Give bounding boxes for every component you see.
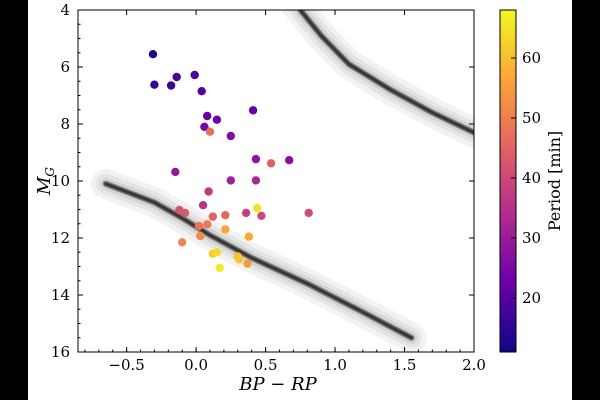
colorbar-tick-label: 20 [522, 289, 541, 307]
colorbar-label: Period [min] [545, 131, 564, 231]
x-tick-label: −0.5 [108, 356, 144, 374]
data-point [304, 208, 313, 218]
data-point [253, 203, 262, 213]
x-axis-label: BP − RP [238, 374, 317, 395]
colorbar [499, 9, 517, 353]
colorbar-tick-label: 60 [522, 49, 541, 67]
data-point [257, 211, 266, 220]
data-point [194, 221, 204, 231]
y-tick-label: 8 [60, 115, 70, 133]
data-point [205, 127, 215, 136]
main-sequence-layer [287, 10, 474, 143]
y-tick-label: 12 [51, 229, 70, 247]
data-point [248, 106, 258, 115]
colorbar-tick-label: 30 [522, 229, 541, 247]
main-sequence-layer [298, 10, 474, 135]
colorbar-ticks: 20 30 40 50 60 [511, 49, 541, 307]
data-point [166, 81, 176, 90]
data-point [221, 211, 230, 220]
data-point [148, 50, 158, 59]
data-point [226, 131, 235, 141]
data-point [180, 208, 190, 218]
data-point [178, 238, 187, 247]
data-point [203, 220, 212, 229]
white-dwarf-sequence-layer [104, 182, 413, 340]
x-axis-ticks: −0.5 0.0 0.5 1.0 1.5 2.0 [84, 10, 486, 374]
data-point [208, 212, 217, 221]
data-point [285, 156, 294, 165]
data-point [266, 159, 276, 168]
y-axis-ticks: 4 6 8 10 12 14 16 [51, 1, 474, 361]
data-point [226, 176, 235, 185]
data-point [235, 255, 244, 264]
data-point [190, 70, 199, 80]
data-point [251, 176, 261, 185]
data-point [241, 208, 251, 218]
data-point [221, 225, 230, 234]
data-point [171, 167, 180, 177]
data-point [212, 248, 222, 257]
data-point [198, 201, 208, 210]
data-point [197, 87, 206, 96]
figure: −0.5 0.0 0.5 1.0 1.5 2.0 4 6 8 10 12 14 16 BP − RP … [28, 0, 572, 400]
data-point [203, 111, 212, 121]
data-point [251, 154, 261, 164]
y-axis-label: MG [34, 167, 57, 196]
x-tick-label: 1.5 [393, 356, 417, 374]
data-point [244, 232, 254, 241]
data-point [243, 259, 252, 268]
y-tick-label: 6 [60, 58, 70, 76]
data-point [172, 72, 181, 82]
y-tick-label: 14 [51, 286, 70, 304]
y-tick-label: 10 [51, 172, 70, 190]
data-point [215, 263, 224, 273]
data-point [204, 187, 213, 196]
y-tick-label: 16 [51, 343, 70, 361]
colorbar-tick-label: 40 [522, 169, 541, 187]
data-point [150, 80, 159, 89]
colorbar-tick-label: 50 [522, 109, 541, 127]
y-tick-label: 4 [60, 1, 70, 19]
x-tick-label: 1.0 [323, 356, 347, 374]
x-tick-label: 2.0 [462, 356, 486, 374]
data-point [196, 231, 205, 241]
data-point [200, 122, 209, 131]
data-points [148, 50, 313, 273]
x-tick-label: 0.5 [254, 356, 278, 374]
background-density [90, 10, 474, 352]
data-point [212, 115, 222, 124]
x-tick-label: 0.0 [184, 356, 208, 374]
